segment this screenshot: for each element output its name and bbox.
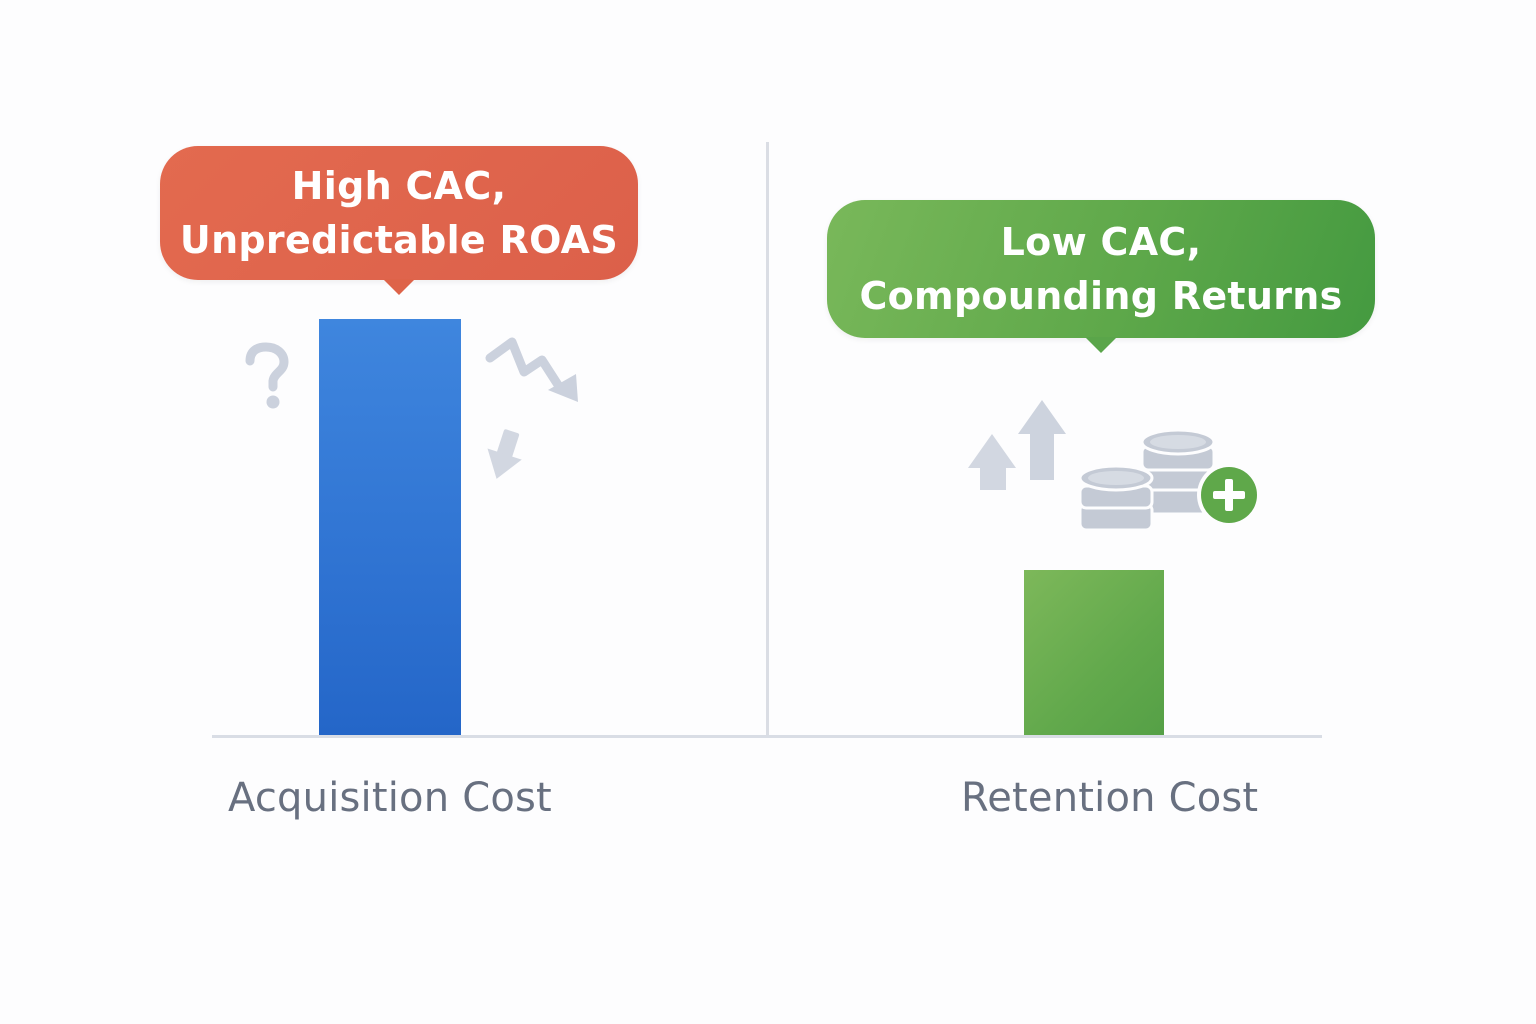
- low-cac-callout: Low CAC, Compounding Returns: [827, 200, 1375, 353]
- retention-cost-label: Retention Cost: [961, 775, 1259, 821]
- callout-line-2: Unpredictable ROAS: [179, 218, 619, 262]
- up-arrows-icon: [968, 400, 1066, 490]
- acquisition-cost-label: Acquisition Cost: [228, 775, 552, 821]
- callout-line-2: Compounding Returns: [859, 274, 1343, 318]
- question-mark-icon: [245, 342, 289, 409]
- plus-badge-icon: [1197, 463, 1261, 527]
- section-divider: [766, 142, 769, 736]
- high-cac-callout: High CAC, Unpredictable ROAS: [160, 146, 638, 295]
- callout-line-1: High CAC,: [291, 164, 507, 208]
- retention-cost-bar: [1024, 570, 1164, 736]
- acquisition-cost-bar: [319, 319, 461, 736]
- callout-line-1: Low CAC,: [1000, 220, 1202, 264]
- down-arrow-icon: [487, 429, 522, 479]
- x-axis-baseline: [212, 735, 1322, 738]
- zigzag-down-arrow-icon: [485, 337, 578, 402]
- coin-stack-icon: [1078, 428, 1216, 532]
